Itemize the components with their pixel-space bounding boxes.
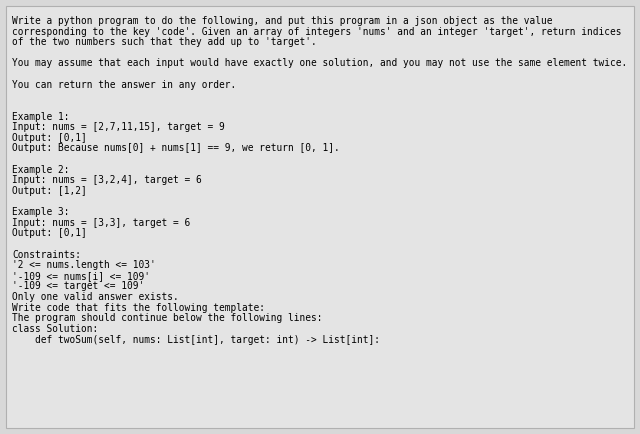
Text: '-109 <= nums[i] <= 109': '-109 <= nums[i] <= 109': [12, 271, 150, 281]
Text: The program should continue below the following lines:: The program should continue below the fo…: [12, 313, 323, 323]
Text: Example 3:: Example 3:: [12, 207, 70, 217]
Text: def twoSum(self, nums: List[int], target: int) -> List[int]:: def twoSum(self, nums: List[int], target…: [12, 335, 380, 345]
Text: Write code that fits the following template:: Write code that fits the following templ…: [12, 302, 265, 312]
Text: Example 1:: Example 1:: [12, 112, 70, 122]
Text: You may assume that each input would have exactly one solution, and you may not : You may assume that each input would hav…: [12, 59, 627, 69]
Text: Output: [0,1]: Output: [0,1]: [12, 228, 87, 238]
Text: Input: nums = [3,2,4], target = 6: Input: nums = [3,2,4], target = 6: [12, 175, 202, 185]
Text: Input: nums = [2,7,11,15], target = 9: Input: nums = [2,7,11,15], target = 9: [12, 122, 225, 132]
Text: Only one valid answer exists.: Only one valid answer exists.: [12, 292, 179, 302]
Text: You can return the answer in any order.: You can return the answer in any order.: [12, 80, 236, 90]
Text: of the two numbers such that they add up to 'target'.: of the two numbers such that they add up…: [12, 37, 317, 47]
Text: Output: Because nums[0] + nums[1] == 9, we return [0, 1].: Output: Because nums[0] + nums[1] == 9, …: [12, 143, 340, 153]
Text: Write a python program to do the following, and put this program in a json objec: Write a python program to do the followi…: [12, 16, 552, 26]
Text: Output: [1,2]: Output: [1,2]: [12, 186, 87, 196]
Text: corresponding to the key 'code'. Given an array of integers 'nums' and an intege: corresponding to the key 'code'. Given a…: [12, 26, 621, 36]
Text: Input: nums = [3,3], target = 6: Input: nums = [3,3], target = 6: [12, 218, 190, 228]
Text: Output: [0,1]: Output: [0,1]: [12, 133, 87, 143]
Text: Example 2:: Example 2:: [12, 164, 70, 174]
Text: Constraints:: Constraints:: [12, 250, 81, 260]
Text: class Solution:: class Solution:: [12, 324, 99, 334]
Text: '-109 <= target <= 109': '-109 <= target <= 109': [12, 281, 144, 292]
Text: '2 <= nums.length <= 103': '2 <= nums.length <= 103': [12, 260, 156, 270]
